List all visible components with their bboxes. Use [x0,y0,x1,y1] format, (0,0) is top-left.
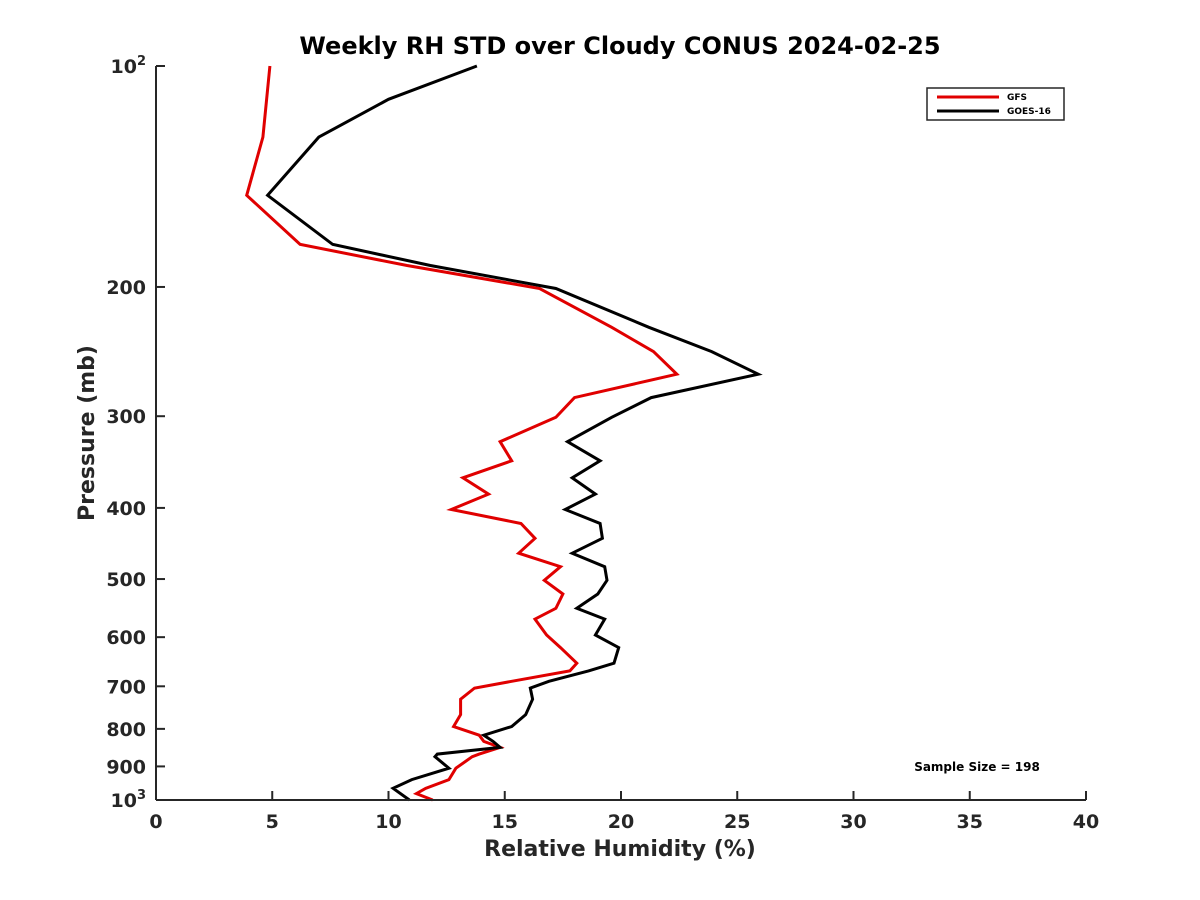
x-tick-label: 15 [492,811,518,833]
legend-box [926,87,1065,121]
plot-area [245,64,763,802]
series-line-goes-16 [265,64,763,802]
series-line-gfs [245,65,680,802]
y-tick-label: 300 [106,406,146,428]
x-tick-label: 30 [840,811,866,833]
x-tick-label: 40 [1073,811,1099,833]
y-tick-label: 800 [106,719,146,741]
y-tick-label: 700 [106,676,146,698]
x-axis-label: Relative Humidity (%) [484,837,756,862]
y-tick-label: 400 [106,498,146,520]
x-tick-label: 10 [375,811,401,833]
y-tick-label: 102 [111,54,147,78]
legend-entry-label: GFS [1007,93,1027,103]
x-tick-label: 25 [724,811,750,833]
y-axis-label: Pressure (mb) [75,345,100,521]
sample-size-annotation: Sample Size = 198 [914,760,1040,774]
y-tick-label: 600 [106,627,146,649]
axes: 0 5 10 15 20 25 30 35 40 102 200 300 400 500 600 700 800… [106,54,1099,833]
chart-title: Weekly RH STD over Cloudy CONUS 2024-02-… [299,32,940,60]
x-tick-label: 20 [608,811,634,833]
y-tick-label: 200 [106,277,146,299]
y-tick-label: 500 [106,569,146,591]
legend: GFS GOES-16 [926,87,1065,121]
legend-entry-label: GOES-16 [1007,107,1051,117]
x-tick-label: 5 [266,811,279,833]
x-tick-label: 0 [149,811,162,833]
y-tick-label: 103 [111,788,147,812]
y-tick-label: 900 [106,756,146,778]
x-tick-label: 35 [957,811,983,833]
